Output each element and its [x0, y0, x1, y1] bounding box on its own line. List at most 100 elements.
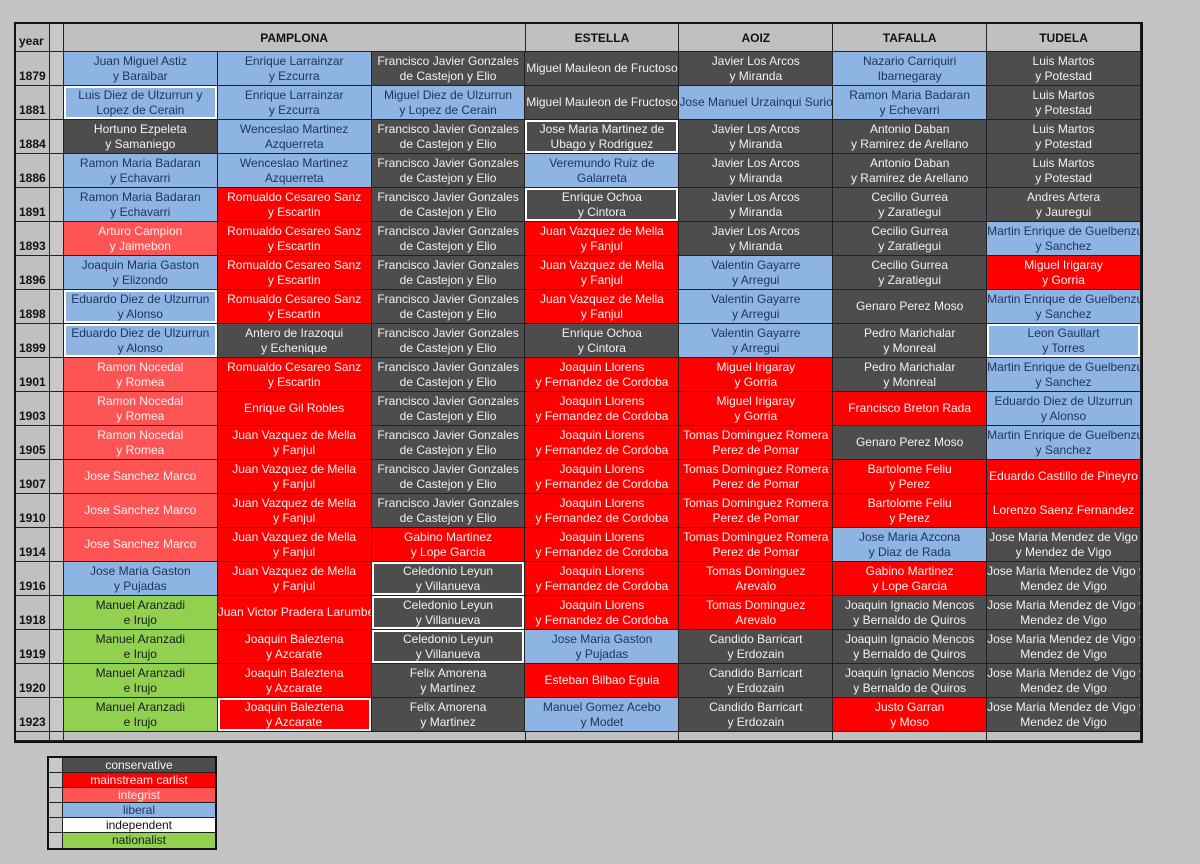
deputy-name: Jose Manuel Urzainqui Surio	[679, 95, 833, 109]
deputy-name-line: y Echavarri	[110, 205, 171, 219]
empty-cell	[833, 732, 988, 741]
blank-cell	[49, 290, 64, 324]
deputy-cell: Romualdo Cesareo Sanz y Escartin	[217, 222, 372, 256]
table-row: 1914 Jose Sanchez Marco Juan Vazquez de Me…	[16, 528, 1141, 562]
blank-cell	[49, 426, 64, 460]
table-row: 1898 Eduardo Diez de Ulzurrun y Alonso Romu…	[16, 290, 1141, 324]
legend-blank-cell	[49, 758, 63, 773]
deputy-cell: Miguel Diez de Ulzurrun y Lopez de Cerain	[371, 86, 526, 120]
year-cell: 1886	[16, 154, 50, 188]
blank-cell	[49, 664, 64, 698]
legend-item: mainstream carlist	[49, 773, 215, 788]
deputy-name-line: y Fernandez de Cordoba	[535, 545, 669, 559]
deputy-cell: Francisco Javier Gonzales de Castejon y E…	[371, 324, 526, 358]
deputy-cell: Celedonio Leyun y Villanueva	[371, 562, 526, 596]
deputy-name: Lorenzo Saenz Fernandez	[992, 503, 1135, 517]
blank-cell	[49, 188, 64, 222]
deputy-name-line: Candido Barricart	[709, 666, 803, 680]
deputy-name-line: Pedro Marichalar	[863, 360, 956, 374]
deputy-name-line: Juan Vazquez de Mella	[539, 292, 664, 306]
deputy-name: Eduardo Castillo de Pineyro	[989, 469, 1138, 483]
deputy-cell: Jose Maria Mendez de Vigo y Mendez de Vig…	[987, 664, 1141, 698]
deputy-name: Genaro Perez Moso	[855, 435, 964, 449]
deputy-cell: Francisco Javier Gonzales de Castejon y E…	[371, 290, 526, 324]
deputy-name-line: y Pujadas	[113, 579, 167, 593]
deputy-name-line: de Castejon y Elio	[399, 307, 497, 321]
deputy-cell: Manuel Aranzadi e Irujo	[63, 664, 218, 698]
deputy-cell: Miguel Mauleon de Fructoso	[525, 52, 680, 86]
deputy-cell: Joaquin Llorens y Fernandez de Cordoba	[525, 460, 680, 494]
deputy-cell: Eduardo Diez de Ulzurrun y Alonso	[63, 290, 218, 324]
deputy-name-line: Gabino Martinez	[865, 564, 954, 578]
deputy-name-line: y Azcarate	[266, 715, 323, 729]
year-label: 1899	[19, 341, 46, 355]
year-label: 1884	[19, 137, 46, 151]
deputy-cell: Romualdo Cesareo Sanz y Escartin	[217, 188, 372, 222]
deputy-name-line: Juan Miguel Astiz	[93, 54, 187, 68]
year-label: 1886	[19, 171, 46, 185]
deputy-name-line: y Alonso	[1040, 409, 1087, 423]
deputy-cell: Celedonio Leyun y Villanueva	[371, 596, 526, 630]
deputy-name-line: de Castejon y Elio	[399, 511, 497, 525]
legend-label: nationalist	[63, 833, 215, 848]
deputy-name-line: y Samaniego	[105, 137, 176, 151]
deputy-name-line: Francisco Javier Gonzales	[377, 156, 519, 170]
deputy-name-line: y Mendez de Vigo	[1015, 545, 1112, 559]
deputy-cell: Jose Sanchez Marco	[63, 528, 218, 562]
deputy-name-line: y Romea	[116, 409, 165, 423]
deputy-cell: Leon Gaullart y Torres	[987, 324, 1141, 358]
deputy-name-line: y Fernandez de Cordoba	[535, 443, 669, 457]
deputy-cell: Bartolome Feliu y Perez	[833, 494, 988, 528]
deputy-cell: Luis Martos y Potestad	[987, 120, 1141, 154]
year-label: 1920	[19, 681, 46, 695]
deputy-name-line: Jose Maria Mendez de Vigo y	[987, 564, 1141, 578]
deputy-cell: Celedonio Leyun y Villanueva	[371, 630, 526, 664]
deputy-name-line: y Villanueva	[415, 647, 481, 661]
district-label: TUDELA	[1039, 31, 1088, 45]
deputy-name-line: Antonio Daban	[869, 156, 950, 170]
deputy-name-line: Ramon Nocedal	[97, 428, 184, 442]
deputy-cell: Candido Barricart y Erdozain	[679, 630, 834, 664]
deputy-name-line: y Fanjul	[580, 307, 623, 321]
deputy-name-line: Jose Maria Mendez de Vigo y	[987, 632, 1141, 646]
year-label: 1891	[19, 205, 46, 219]
deputy-cell: Martin Enrique de Guelbenzu y Sanchez	[987, 222, 1141, 256]
deputy-name-line: Nazario Carriquiri	[862, 54, 957, 68]
deputy-cell: Jose Maria Mendez de Vigo y Mendez de Vig…	[987, 698, 1141, 732]
deputy-name-line: Miguel Diez de Ulzurrun	[384, 88, 513, 102]
deputy-name-line: y Fernandez de Cordoba	[535, 511, 669, 525]
deputy-name-line: Enrique Ochoa	[561, 326, 642, 340]
deputy-name-line: Joaquin Llorens	[559, 496, 645, 510]
deputy-cell: Eduardo Castillo de Pineyro	[987, 460, 1141, 494]
deputy-cell: Joaquin Ignacio Mencos y Bernaldo de Quir…	[833, 630, 988, 664]
district-header-tudela: TUDELA	[987, 24, 1141, 52]
table-row: 1905 Ramon Nocedal y Romea Juan Vazquez de …	[16, 426, 1141, 460]
deputy-cell: Joaquin Llorens y Fernandez de Cordoba	[525, 392, 680, 426]
deputy-name-line: Javier Los Arcos	[711, 224, 800, 238]
deputy-name-line: y Miranda	[729, 137, 783, 151]
deputy-name-line: Javier Los Arcos	[711, 54, 800, 68]
deputy-cell: Jose Maria Mendez de Vigo y Mendez de Vig…	[987, 562, 1141, 596]
deputy-cell: Candido Barricart y Erdozain	[679, 698, 834, 732]
deputy-name-line: Romualdo Cesareo Sanz	[227, 224, 362, 238]
deputy-cell: Tomas Dominguez Romera Perez de Pomar	[679, 494, 834, 528]
table-end-row	[16, 732, 1141, 741]
table-row: 1879 Juan Miguel Astiz y Baraibar Enrique L…	[16, 52, 1141, 86]
deputy-cell: Tomas Dominguez Arevalo	[679, 596, 834, 630]
blank-cell	[49, 324, 64, 358]
deputy-cell: Tomas Dominguez Romera Perez de Pomar	[679, 426, 834, 460]
deputy-name-line: y Alonso	[117, 307, 163, 321]
deputy-name-line: e Irujo	[123, 715, 157, 729]
deputy-name-line: Wenceslao Martinez	[239, 122, 349, 136]
deputy-name: Miguel Mauleon de Fructoso	[526, 61, 678, 75]
deputy-cell: Enrique Ochoa y Cintora	[525, 188, 680, 222]
deputy-name-line: Ramon Maria Badaran	[849, 88, 971, 102]
deputy-name-line: y Torres	[1042, 341, 1085, 355]
year-cell: 1893	[16, 222, 50, 256]
deputy-name-line: Perez de Pomar	[712, 511, 800, 525]
deputy-cell: Juan Miguel Astiz y Baraibar	[63, 52, 218, 86]
deputy-name-line: Bartolome Feliu	[867, 462, 952, 476]
deputy-name-line: Eduardo Diez de Ulzurrun	[71, 326, 210, 340]
deputy-name-line: y Diaz de Rada	[868, 545, 951, 559]
blank-cell	[49, 86, 64, 120]
